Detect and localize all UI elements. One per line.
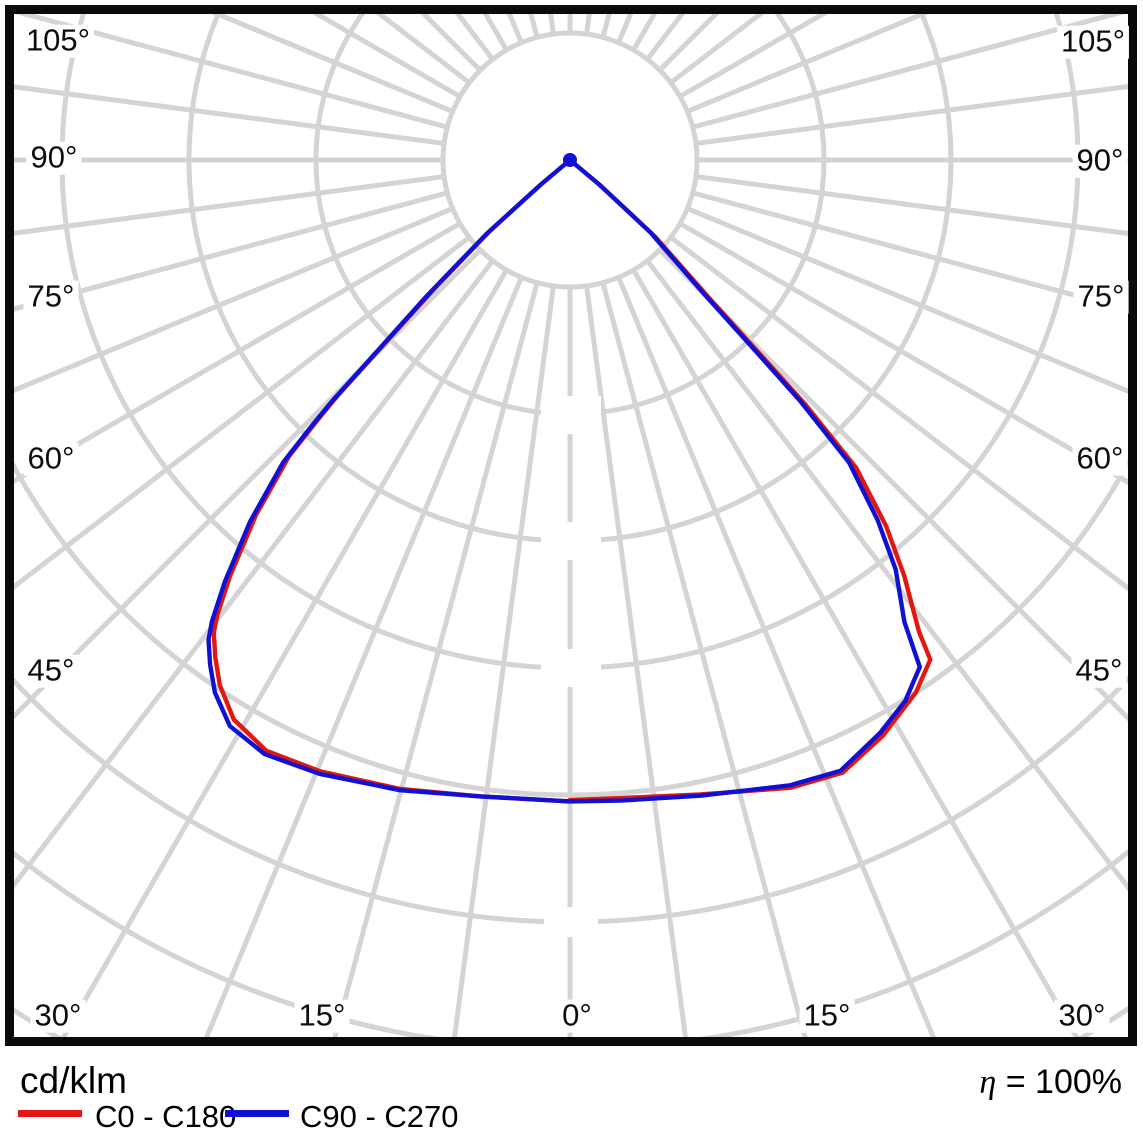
origin-dot (563, 153, 577, 167)
gamma-angle-label: 105° (21, 24, 95, 58)
gamma-angle-label: 60° (1072, 442, 1128, 476)
blank-value-boxes (541, 396, 601, 937)
eta-symbol: η (979, 1064, 997, 1101)
legend-label-c0-c180: C0 - C180 (95, 1099, 237, 1134)
gamma-angle-label: 90° (1072, 144, 1128, 178)
legend-label-c90-c270: C90 - C270 (300, 1099, 459, 1134)
gamma-angle-label: 15° (294, 999, 350, 1033)
legend-swatch-c0-c180 (18, 1110, 82, 1117)
gamma-angle-label: 0° (558, 999, 596, 1033)
gamma-angle-label: 45° (23, 654, 79, 688)
gamma-angle-label: 45° (1071, 654, 1127, 688)
gamma-angle-label: 105° (1056, 25, 1130, 59)
gamma-angle-label: 30° (30, 999, 86, 1033)
legend-swatch-c90-c270 (225, 1110, 289, 1117)
eta-equals: = (1005, 1063, 1026, 1101)
efficiency-value: η = 100% (979, 1063, 1122, 1102)
eta-percent: 100% (1035, 1063, 1122, 1101)
gamma-angle-label: 75° (23, 280, 79, 314)
gamma-angle-label: 30° (1054, 999, 1110, 1033)
gamma-angle-label: 15° (799, 999, 855, 1033)
unit-label: cd/klm (20, 1060, 127, 1101)
gamma-angle-label: 90° (26, 141, 82, 175)
gamma-angle-label: 60° (23, 442, 79, 476)
gamma-angle-label: 75° (1073, 280, 1129, 314)
curve-c90-c270 (206, 158, 922, 804)
